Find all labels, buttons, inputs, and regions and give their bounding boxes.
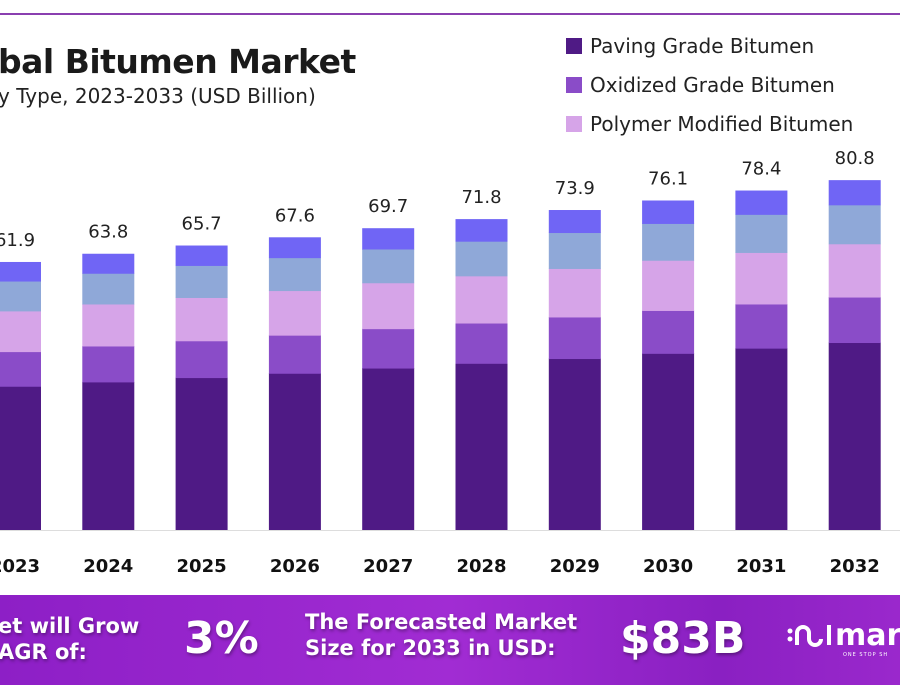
bar-segment-2026-0 bbox=[268, 373, 321, 531]
bar-segment-2029-3 bbox=[548, 232, 601, 269]
value-label: 63.8 bbox=[88, 222, 128, 243]
value-label: 80.8 bbox=[835, 148, 875, 169]
bar-segment-2027-2 bbox=[362, 282, 415, 330]
bar-segment-2030-3 bbox=[642, 223, 695, 261]
legend-label: Paving Grade Bitumen bbox=[590, 33, 815, 58]
bar-segment-2029-4 bbox=[548, 210, 601, 234]
bar-segment-2024-1 bbox=[82, 345, 135, 383]
bar-segment-2026-1 bbox=[268, 335, 321, 374]
logo-tagline: ONE STOP SH bbox=[843, 652, 889, 658]
bar-segment-2028-0 bbox=[455, 363, 508, 531]
summary-banner: et will Grow AGR of: 3% The Forecasted M… bbox=[0, 595, 900, 685]
x-tick-label: 2030 bbox=[643, 556, 693, 577]
bar-segment-2030-4 bbox=[642, 200, 695, 224]
value-label: 73.9 bbox=[555, 178, 595, 199]
bar-segment-2032-3 bbox=[828, 204, 881, 245]
bar-segment-2027-4 bbox=[362, 228, 415, 250]
legend: Paving Grade Bitumen Oxidized Grade Bitu… bbox=[566, 26, 853, 143]
x-tick-label: 2023 bbox=[0, 556, 40, 577]
bar-segment-2025-2 bbox=[175, 297, 228, 342]
legend-swatch bbox=[566, 76, 582, 93]
forecast-line2: Size for 2033 in USD: bbox=[305, 636, 556, 660]
bar-segment-2026-3 bbox=[268, 257, 321, 292]
bar-segment-2031-0 bbox=[735, 348, 788, 531]
legend-swatch bbox=[566, 115, 582, 132]
bar-segment-2031-1 bbox=[735, 303, 788, 349]
forecast-value: $83B bbox=[620, 613, 746, 664]
bar-segment-2023-4 bbox=[0, 261, 41, 282]
bar-segment-2025-0 bbox=[175, 377, 228, 531]
x-tick-label: 2029 bbox=[550, 556, 600, 577]
cagr-value: 3% bbox=[184, 613, 259, 664]
value-label: 69.7 bbox=[368, 196, 408, 217]
x-tick-label: 2025 bbox=[177, 556, 227, 577]
cagr-line2: AGR of: bbox=[0, 640, 87, 664]
bar-segment-2026-4 bbox=[268, 237, 321, 259]
bar-segment-2030-0 bbox=[642, 353, 695, 531]
x-tick-label: 2031 bbox=[736, 556, 786, 577]
legend-item-paving: Paving Grade Bitumen bbox=[566, 26, 853, 65]
legend-swatch bbox=[566, 37, 582, 54]
bar-segment-2027-3 bbox=[362, 248, 415, 284]
legend-item-polymer: Polymer Modified Bitumen bbox=[566, 104, 853, 143]
legend-label: Polymer Modified Bitumen bbox=[590, 111, 854, 136]
bar-segment-2023-2 bbox=[0, 310, 41, 353]
bar-segment-2028-2 bbox=[455, 275, 508, 324]
legend-label: Oxidized Grade Bitumen bbox=[590, 72, 835, 97]
top-divider bbox=[0, 13, 900, 15]
legend-item-oxidized: Oxidized Grade Bitumen bbox=[566, 65, 853, 104]
bar-segment-2032-1 bbox=[828, 297, 881, 344]
x-tick-label: 2028 bbox=[456, 556, 506, 577]
x-tick-label: 2032 bbox=[830, 556, 880, 577]
bar-segment-2029-2 bbox=[548, 268, 601, 318]
bar-segment-2026-2 bbox=[268, 290, 321, 336]
x-tick-label: 2026 bbox=[270, 556, 320, 577]
forecast-line1: The Forecasted Market bbox=[305, 610, 578, 634]
bar-segment-2023-1 bbox=[0, 351, 41, 387]
stacked-bar-chart: 61.9 2023 63.8 2024 65.7 2025 67.6 2026 69.7 2027… bbox=[0, 148, 900, 577]
bar-segment-2024-0 bbox=[82, 381, 135, 531]
x-tick-label: 2024 bbox=[83, 556, 133, 577]
bar-segment-2028-1 bbox=[455, 323, 508, 364]
cagr-text: et will Grow AGR of: bbox=[0, 613, 139, 665]
logo-text: mar bbox=[835, 617, 900, 653]
bar-segment-2025-4 bbox=[175, 245, 228, 266]
x-tick-label: 2027 bbox=[363, 556, 413, 577]
bar-segment-2030-1 bbox=[642, 310, 695, 354]
bar-segment-2027-1 bbox=[362, 328, 415, 369]
bar-segment-2027-0 bbox=[362, 368, 415, 531]
value-label: 71.8 bbox=[461, 187, 501, 208]
value-label: 76.1 bbox=[648, 168, 688, 189]
value-label: 67.6 bbox=[275, 205, 315, 226]
bar-segment-2023-3 bbox=[0, 281, 41, 312]
cagr-line1: et will Grow bbox=[0, 614, 140, 638]
value-label: 78.4 bbox=[741, 159, 781, 180]
chart-title: bal Bitumen Market bbox=[0, 42, 356, 81]
bar-segment-2032-2 bbox=[828, 243, 881, 298]
value-label: 65.7 bbox=[182, 214, 222, 235]
bar-segment-2030-2 bbox=[642, 260, 695, 311]
bar-segment-2032-0 bbox=[828, 342, 881, 531]
forecast-text: The Forecasted Market Size for 2033 in U… bbox=[305, 609, 577, 661]
bar-segment-2025-1 bbox=[175, 340, 228, 379]
bar-segment-2029-1 bbox=[548, 316, 601, 360]
logo-mark-icon bbox=[787, 625, 831, 647]
bar-segment-2023-0 bbox=[0, 386, 41, 531]
bar-segment-2024-3 bbox=[82, 273, 135, 305]
bar-segment-2031-3 bbox=[735, 214, 788, 253]
bar-segment-2028-4 bbox=[455, 219, 508, 242]
bar-segment-2024-4 bbox=[82, 253, 135, 274]
brand-logo: mar ONE STOP SH bbox=[785, 617, 900, 658]
bar-segment-2031-2 bbox=[735, 252, 788, 305]
value-label: 61.9 bbox=[0, 230, 35, 251]
bar-segment-2029-0 bbox=[548, 358, 601, 531]
bar-segment-2025-3 bbox=[175, 265, 228, 298]
chart-subtitle: y Type, 2023-2033 (USD Billion) bbox=[0, 84, 316, 108]
bar-segment-2024-2 bbox=[82, 303, 135, 347]
bar-segment-2031-4 bbox=[735, 190, 788, 215]
bar-segment-2032-4 bbox=[828, 180, 881, 206]
bar-segment-2028-3 bbox=[455, 241, 508, 277]
